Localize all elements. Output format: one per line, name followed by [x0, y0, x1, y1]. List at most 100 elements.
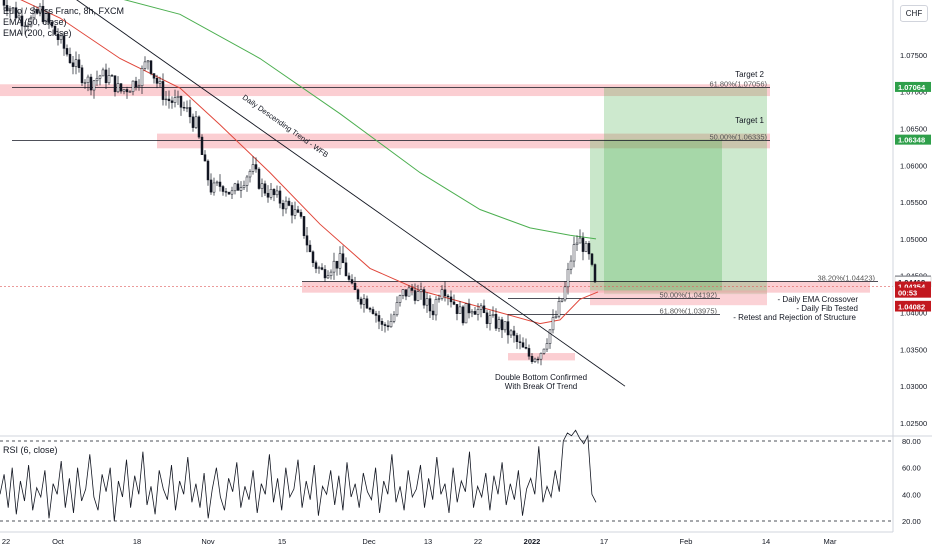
candle [440, 285, 444, 301]
price-tag-text: 1.04082 [898, 303, 925, 312]
candle-body [200, 136, 204, 155]
candle [509, 329, 513, 339]
candle [413, 283, 417, 305]
candle-body [188, 107, 192, 118]
candle-body [353, 282, 357, 290]
candle [458, 301, 462, 314]
candle [470, 309, 474, 318]
candle [254, 157, 258, 173]
candle [353, 276, 357, 290]
candle [536, 356, 540, 364]
time-tick: 22 [2, 537, 10, 546]
candle-body [467, 303, 471, 314]
candle [197, 115, 201, 139]
candle-body [26, 25, 30, 28]
candle [185, 100, 189, 113]
price-tag-bg [895, 134, 931, 145]
candle [452, 294, 456, 306]
candle [455, 304, 459, 321]
candle-body [584, 243, 588, 252]
candle [155, 74, 159, 89]
candle-body [491, 313, 495, 316]
candle-body [71, 62, 75, 67]
candle [314, 260, 318, 274]
candle-body [11, 7, 15, 9]
ema200-legend[interactable]: EMA (200, close) [3, 28, 72, 38]
candle-body [137, 85, 141, 88]
candle-body [287, 200, 291, 206]
candle [80, 64, 84, 87]
time-tick: 14 [762, 537, 770, 546]
price-tick: 1.03000 [900, 382, 927, 391]
candle [182, 101, 186, 112]
time-tick: 22 [474, 537, 482, 546]
candle-body [77, 59, 81, 68]
candle [56, 28, 60, 46]
trend-layer: Daily Descending Trend - WFB [76, 0, 626, 387]
currency-badge[interactable]: CHF [900, 5, 928, 22]
candle [524, 338, 528, 350]
candle-body [50, 21, 54, 27]
candle [545, 338, 549, 352]
candle [542, 348, 546, 355]
candle-body [95, 78, 99, 82]
candle-body [113, 75, 117, 93]
candle-body [452, 301, 456, 305]
resistance-zone-0 [0, 84, 770, 97]
candle [482, 299, 486, 314]
candle [488, 310, 492, 331]
candle [161, 73, 165, 106]
candle [2, 0, 6, 10]
candle-body [239, 187, 243, 191]
candle-body [254, 164, 258, 170]
candle-body [572, 244, 576, 262]
candle [338, 246, 342, 275]
candle-body [332, 260, 336, 273]
candle-body [74, 59, 78, 67]
candle [530, 353, 534, 364]
candle-body [62, 35, 66, 49]
candle-body [20, 15, 24, 27]
candle-body [23, 25, 27, 28]
candle-body [104, 69, 108, 84]
ema50-legend[interactable]: EMA (50, close) [3, 17, 67, 27]
candle-body [260, 183, 264, 189]
fib-label-2: 38.20%(1.04423) [817, 273, 875, 282]
candle [464, 303, 468, 324]
candle [311, 250, 315, 267]
candle [443, 281, 447, 302]
price-tag-7: 1.04082 [895, 301, 931, 312]
candle-body [212, 182, 216, 193]
candle [362, 294, 366, 313]
candle-body [530, 356, 534, 362]
candle [116, 76, 120, 94]
candle-body [65, 48, 69, 55]
price-tick: 1.06500 [900, 124, 927, 133]
candle [566, 262, 570, 295]
candle-body [170, 100, 174, 103]
candle [449, 290, 453, 308]
candle [278, 186, 282, 209]
candle-body [410, 287, 414, 291]
candle-body [284, 200, 288, 210]
candle-body [488, 315, 492, 324]
candle-body [107, 75, 111, 84]
candle [467, 298, 471, 319]
stop-box [590, 290, 767, 306]
time-tick: 18 [133, 537, 141, 546]
candle-body [371, 309, 375, 314]
candle [317, 265, 321, 274]
candle [140, 65, 144, 94]
candle-body [365, 298, 369, 309]
rsi-legend[interactable]: RSI (6, close) [3, 445, 58, 455]
candle-body [470, 311, 474, 314]
target-box [604, 87, 767, 295]
ema50-line [20, 0, 599, 325]
candle [329, 269, 333, 280]
symbol-title[interactable]: Euro / Swiss Franc, 8h, FXCM [3, 6, 125, 16]
candle [551, 309, 555, 334]
candle-body [122, 89, 126, 92]
candle [569, 255, 573, 275]
